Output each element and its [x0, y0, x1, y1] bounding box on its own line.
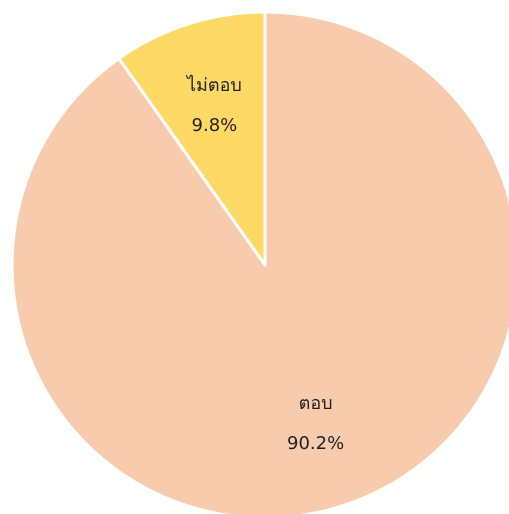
slice-value-label: 9.8%	[192, 115, 238, 136]
slice-value-label: 90.2%	[287, 433, 344, 454]
slice-category-label: ตอบ	[299, 393, 333, 414]
pie-slice	[10, 10, 509, 514]
pie-slice	[117, 10, 267, 267]
slice-category-label: ไม่ตอบ	[185, 74, 242, 96]
